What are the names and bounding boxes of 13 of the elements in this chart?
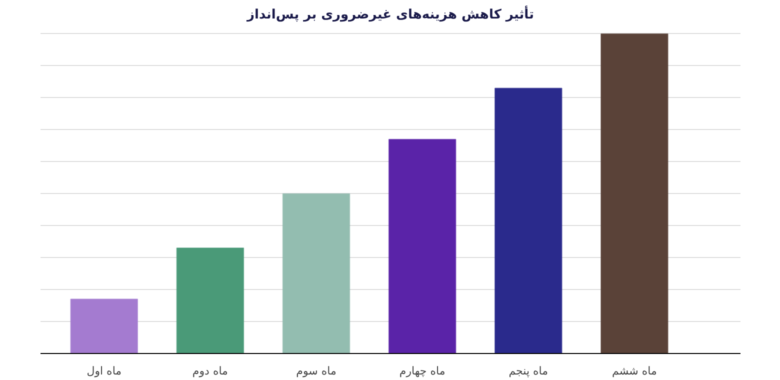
x-tick-label: ماه سوم: [296, 364, 336, 378]
bar: [388, 138, 456, 354]
x-tick-label: ماه دوم: [192, 364, 228, 378]
bar: [70, 298, 138, 354]
x-tick-label: ماه چهارم: [399, 364, 446, 378]
bar: [282, 193, 350, 354]
chart-title: تأثیر کاهش هزینه‌های غیرضروری بر پس‌انداز: [246, 6, 534, 22]
x-tick-label: ماه پنجم: [508, 364, 548, 378]
bar: [600, 33, 668, 354]
bar: [176, 248, 244, 354]
x-tick-label: ماه اول: [86, 364, 122, 378]
x-tick-label: ماه ششم: [612, 364, 657, 378]
bar: [494, 88, 562, 354]
